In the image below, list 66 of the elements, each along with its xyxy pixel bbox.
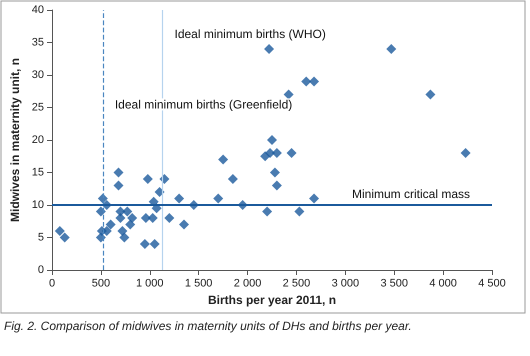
point xyxy=(150,239,160,249)
y-tick-label: 25 xyxy=(32,102,44,114)
point xyxy=(142,174,153,184)
point xyxy=(218,154,228,164)
point xyxy=(294,206,304,216)
point xyxy=(309,76,320,86)
point xyxy=(96,206,106,216)
point xyxy=(264,44,274,54)
point xyxy=(267,135,277,145)
y-tick-label: 10 xyxy=(32,199,44,211)
point xyxy=(154,187,165,197)
point xyxy=(60,232,70,242)
point xyxy=(179,220,189,230)
x-tick-label: 4 000 xyxy=(429,278,457,290)
point xyxy=(301,76,312,86)
x-tick-label: 2 000 xyxy=(234,278,262,290)
ref-line-label: Minimum critical mass xyxy=(352,187,470,201)
point xyxy=(125,220,136,230)
point xyxy=(272,148,282,158)
point xyxy=(119,232,130,242)
y-tick-label: 15 xyxy=(32,166,44,178)
x-tick-label: 1 500 xyxy=(184,278,212,290)
point xyxy=(127,213,138,223)
y-tick-label: 5 xyxy=(38,232,44,244)
x-tick-label: 4 500 xyxy=(478,278,506,290)
x-tick-label: 500 xyxy=(92,278,110,290)
x-tick-label: 1 000 xyxy=(136,278,164,290)
point xyxy=(228,174,238,184)
y-axis-title: Midwives in maternity unit, n xyxy=(8,58,22,222)
y-tick-label: 40 xyxy=(32,4,44,16)
y-tick-label: 0 xyxy=(38,264,44,276)
x-axis-title: Births per year 2011, n xyxy=(208,293,336,307)
point xyxy=(270,168,280,178)
point xyxy=(213,194,224,204)
y-tick-label: 20 xyxy=(32,134,44,146)
point xyxy=(102,226,112,236)
point xyxy=(113,168,124,178)
point xyxy=(309,194,320,204)
caption: Fig. 2. Comparison of midwives in maternity units of DHs and births per year. xyxy=(4,319,412,333)
point xyxy=(286,148,297,158)
x-tick-label: 2 500 xyxy=(282,278,310,290)
point xyxy=(148,213,158,223)
ref-line-label: Ideal minimum births (WHO) xyxy=(174,27,326,42)
x-tick-label: 3 000 xyxy=(332,278,360,290)
point xyxy=(117,226,128,236)
point xyxy=(284,90,294,100)
point xyxy=(174,194,184,204)
point xyxy=(460,148,471,158)
point xyxy=(96,232,106,242)
point xyxy=(262,206,272,216)
point xyxy=(164,213,174,223)
point xyxy=(140,239,150,249)
y-tick-label: 35 xyxy=(32,36,44,48)
point xyxy=(140,213,151,223)
point xyxy=(106,220,116,230)
point xyxy=(425,90,436,100)
point xyxy=(113,180,124,190)
point xyxy=(272,180,282,190)
x-tick-label: 3 500 xyxy=(380,278,408,290)
ref-line-label: Ideal minimum births (Greenfield) xyxy=(114,97,292,112)
point xyxy=(115,213,126,223)
point xyxy=(54,226,65,236)
y-tick-label: 30 xyxy=(32,69,44,81)
point xyxy=(386,44,396,54)
x-tick-label: 0 xyxy=(48,278,56,290)
point xyxy=(122,206,132,216)
